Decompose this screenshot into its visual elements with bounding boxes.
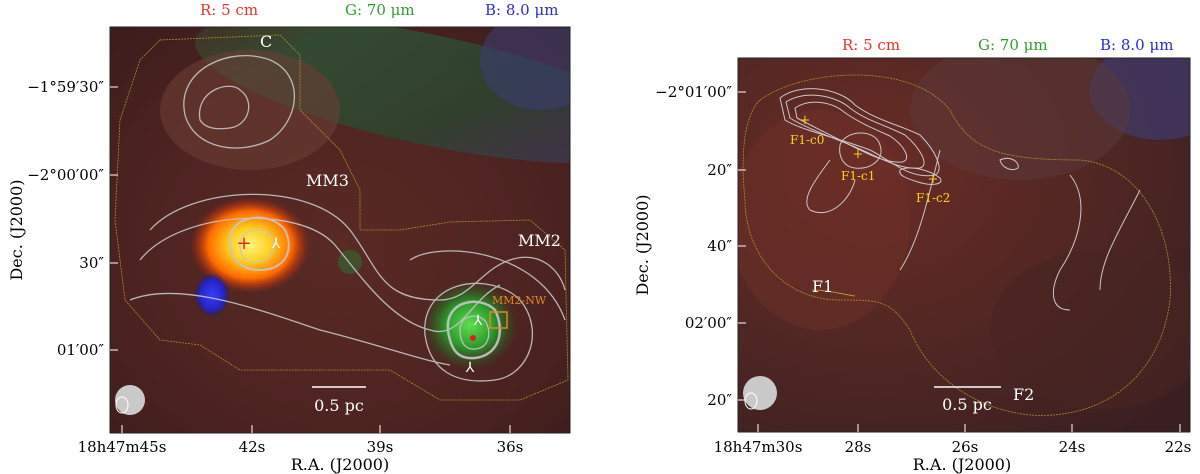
- y-tick-label: 30″: [79, 254, 104, 272]
- region-label-f1: F1: [812, 277, 833, 296]
- source-cross-marker: +: [928, 172, 939, 187]
- left-tick-marks: [110, 86, 511, 433]
- channel-label-blue: B: 8.0 μm: [1100, 36, 1173, 54]
- x-tick-label: 22s: [1165, 438, 1192, 456]
- hatched-beam-icon: [115, 396, 129, 414]
- y-tick-label: −2°00′00″: [27, 166, 104, 184]
- region-label-f2: F2: [1013, 385, 1034, 404]
- left-frame: [109, 26, 571, 434]
- y-tick-label: −1°59′30″: [27, 78, 104, 96]
- channel-label-green: G: 70 μm: [345, 1, 415, 19]
- right-tick-marks: [738, 91, 1181, 432]
- channel-label-green: G: 70 μm: [978, 36, 1048, 54]
- red-dot-marker: [470, 335, 476, 341]
- x-axis-label: R.A. (J2000): [913, 455, 1011, 474]
- left-panel: + ⅄ ⅄ ⅄ 0.5 pc C MM3 MM2 MM2-NW: [7, 1, 571, 474]
- channel-label-blue: B: 8.0 μm: [485, 1, 558, 19]
- left-contours: [129, 55, 566, 382]
- x-tick-label: 39s: [367, 438, 394, 456]
- scale-bar-label: 0.5 pc: [314, 396, 364, 415]
- region-label-mm2nw: MM2-NW: [492, 294, 547, 307]
- source-label-c1: F1-c1: [841, 169, 875, 183]
- right-panel: + + + F1-c0 F1-c1 F1-c2 F1 F2 0.5 pc: [600, 0, 1200, 474]
- y-tick-label: −2°01′00″: [655, 83, 732, 101]
- y-tick-label: 20″: [707, 391, 732, 409]
- right-figure: + + + F1-c0 F1-c1 F1-c2 F1 F2 0.5 pc: [633, 36, 1192, 474]
- left-figure: + ⅄ ⅄ ⅄ 0.5 pc C MM3 MM2 MM2-NW: [7, 1, 571, 474]
- left-image: + ⅄ ⅄ ⅄ 0.5 pc C MM3 MM2 MM2-NW: [110, 27, 570, 433]
- scale-bar-label: 0.5 pc: [942, 395, 992, 414]
- y-axis-label: Dec. (J2000): [7, 179, 26, 280]
- y-tick-label: 20″: [707, 161, 732, 179]
- right-contours: [779, 88, 1141, 311]
- source-label-c0: F1-c0: [790, 133, 824, 147]
- red-cross-marker: +: [236, 233, 251, 254]
- x-tick-label: 18h47m45s: [78, 438, 167, 456]
- region-label-c: C: [260, 32, 272, 51]
- y-tick-label: 02′00″: [685, 314, 733, 332]
- source-label-c2: F1-c2: [916, 191, 950, 205]
- channel-label-red: R: 5 cm: [200, 1, 258, 19]
- x-tick-label: 18h47m30s: [714, 438, 803, 456]
- x-tick-label: 36s: [497, 438, 524, 456]
- y-tick-label: 40″: [707, 237, 732, 255]
- right-frame: [737, 57, 1191, 433]
- right-image: + + + F1-c0 F1-c1 F1-c2 F1 F2 0.5 pc: [738, 58, 1190, 432]
- x-tick-label: 28s: [845, 438, 872, 456]
- source-cross-marker: +: [800, 113, 811, 128]
- source-cross-marker: +: [853, 147, 864, 162]
- y-axis-label: Dec. (J2000): [633, 194, 652, 295]
- x-tick-label: 24s: [1059, 438, 1086, 456]
- mm2nw-box: [489, 311, 508, 329]
- triangle-marker-icon: ⅄: [271, 236, 281, 252]
- x-axis-label: R.A. (J2000): [291, 455, 389, 474]
- triangle-marker-icon: ⅄: [473, 313, 483, 329]
- beam-circle: [115, 385, 145, 415]
- region-label-mm3: MM3: [306, 171, 349, 190]
- x-tick-label: 26s: [952, 438, 979, 456]
- channel-label-red: R: 5 cm: [842, 36, 900, 54]
- y-tick-label: 01′00″: [57, 341, 105, 359]
- region-label-mm2: MM2: [518, 231, 561, 250]
- x-tick-label: 42s: [239, 438, 266, 456]
- triangle-marker-icon: ⅄: [465, 360, 475, 376]
- hatched-beam-icon: [744, 392, 758, 410]
- beam-circle: [743, 376, 777, 410]
